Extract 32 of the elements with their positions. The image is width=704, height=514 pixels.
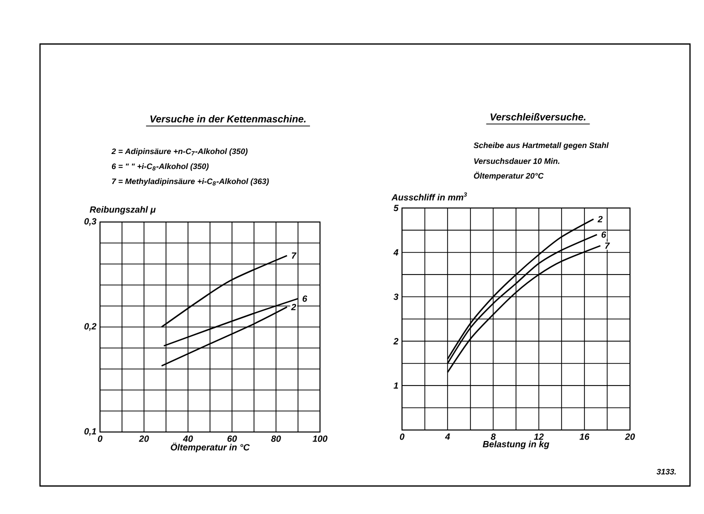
chart-title: Versuche in der Kettenmaschine.	[150, 115, 306, 122]
x-tick-label: 0	[400, 434, 404, 440]
x-tick-label: 60	[227, 436, 237, 442]
x-tick-label: 100	[312, 436, 328, 442]
y-tick-label: 0,3	[84, 218, 96, 226]
x-tick-label: 20	[138, 436, 149, 442]
y-tick-label: 4	[393, 249, 398, 256]
x-tick-label: 80	[271, 436, 281, 442]
y-tick-label: 0,2	[84, 323, 96, 331]
x-axis-title: Belastung in kg	[482, 440, 550, 450]
x-tick-label: 12	[534, 434, 544, 440]
chart-title: Verschleißversuche.	[490, 113, 586, 120]
y-tick-label: 5	[394, 204, 399, 212]
y-tick-label: 3	[394, 294, 398, 300]
y-axis-title: Ausschliff in mm$^{3}$	[391, 192, 467, 200]
x-axis-title: Öltemperatur in °C	[170, 442, 250, 452]
y-tick-label: 2	[393, 338, 398, 344]
series-label: 7	[605, 242, 610, 249]
x-tick-label: 8	[490, 433, 496, 440]
y-tick-label: 1	[394, 382, 398, 389]
x-tick-label: 4	[444, 434, 450, 440]
x-tick-label: 40	[182, 436, 193, 442]
series-label: 7	[292, 252, 297, 259]
y-tick-label: 0,1	[84, 428, 96, 436]
series-label: 6	[602, 231, 606, 238]
series-label: 2	[291, 304, 296, 310]
series-label: 2	[598, 216, 603, 222]
x-tick-label: 16	[580, 434, 590, 440]
x-tick-label: 20	[624, 434, 635, 440]
y-axis-title: Reibungszahl μ	[90, 206, 156, 214]
series-label: 6	[302, 295, 308, 302]
x-tick-label: 0	[98, 436, 102, 442]
